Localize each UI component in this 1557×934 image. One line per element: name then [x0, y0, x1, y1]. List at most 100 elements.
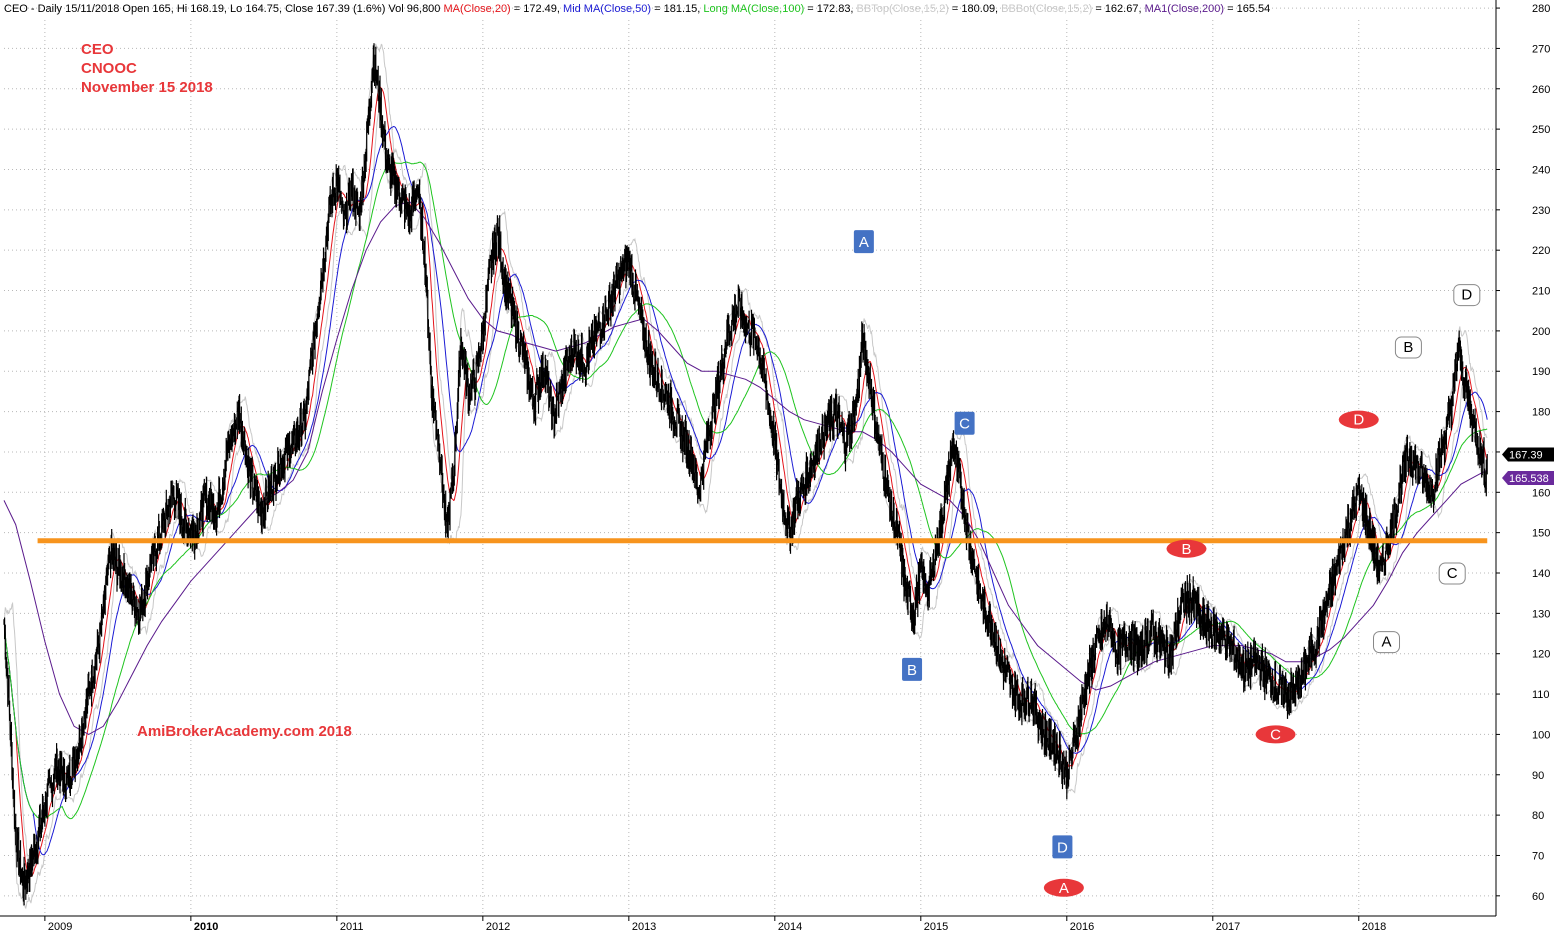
pattern-marker-blue-A: A [853, 230, 874, 254]
pattern-marker-red-A: A [1043, 878, 1084, 897]
x-tick-label-2016: 2016 [1070, 921, 1094, 933]
header-ma50-value: = 181.15, [651, 3, 703, 15]
marker-label: B [907, 662, 917, 679]
y-tick-label-250: 250 [1532, 124, 1550, 136]
y-tick-label-270: 270 [1532, 43, 1550, 55]
header-ma200-value: = 165.54 [1224, 3, 1270, 15]
y-tick-label-230: 230 [1532, 205, 1550, 217]
y-tick-label-280: 280 [1532, 3, 1550, 15]
marker-ellipse [1255, 725, 1296, 744]
marker-label: D [1461, 287, 1472, 304]
marker-box [853, 230, 874, 254]
header-bbbot-label: BBBot(Close,15,2) [1001, 3, 1092, 15]
y-tick-label-200: 200 [1532, 326, 1550, 338]
marker-label: A [859, 234, 869, 251]
header-bbtop-value: = 180.09, [949, 3, 1001, 15]
y-tick-label-240: 240 [1532, 164, 1550, 176]
x-tick-label-2013: 2013 [632, 921, 656, 933]
header-ma50-label: Mid MA(Close,50) [563, 3, 651, 15]
marker-box [1373, 631, 1401, 654]
y-tick-label-140: 140 [1532, 568, 1550, 580]
pattern-marker-white-D: D [1453, 284, 1481, 307]
price-bars [3, 43, 1488, 906]
bollinger-top-line [3, 43, 1488, 865]
y-tick-label-160: 160 [1532, 487, 1550, 499]
header-ma20-value: = 172.49, [511, 3, 563, 15]
x-tick-label-2009: 2009 [48, 921, 72, 933]
pattern-marker-white-C: C [1438, 562, 1466, 585]
marker-box [1438, 562, 1466, 585]
pattern-marker-blue-D: D [1052, 835, 1073, 859]
marker-box [1453, 284, 1481, 307]
x-tick-label-2012: 2012 [486, 921, 510, 933]
price-tag-shape [1502, 470, 1554, 485]
chart-header: CEO - Daily 15/11/2018 Open 165, Hi 168.… [4, 3, 1270, 15]
annotation-date: November 15 2018 [81, 79, 213, 96]
price-tag-shape [1502, 447, 1554, 462]
marker-label: D [1353, 412, 1364, 429]
y-tick-label-110: 110 [1532, 689, 1550, 701]
header-ma100-value: = 172.83, [804, 3, 856, 15]
marker-ellipse [1166, 539, 1207, 558]
y-tick-label-100: 100 [1532, 729, 1550, 741]
header-bbtop-label: BBTop(Close,15,2) [857, 3, 949, 15]
y-tick-label-210: 210 [1532, 286, 1550, 298]
x-tick-label-2014: 2014 [778, 921, 802, 933]
marker-label: D [1057, 839, 1068, 856]
y-tick-label-220: 220 [1532, 245, 1550, 257]
ma200-line [3, 201, 1488, 735]
pattern-marker-white-A: A [1373, 631, 1401, 654]
x-tick-label-2010: 2010 [194, 921, 218, 933]
pattern-markers: A B C D A B C D A B C D [853, 230, 1481, 897]
header-ohlc: CEO - Daily 15/11/2018 Open 165, Hi 168.… [4, 3, 443, 15]
y-tick-label-190: 190 [1532, 366, 1550, 378]
price-tag-label: 167.39 [1509, 449, 1543, 461]
y-tick-label-70: 70 [1532, 850, 1544, 862]
header-ma100-label: Long MA(Close,100) [703, 3, 804, 15]
x-tick-label-2011: 2011 [340, 921, 364, 933]
marker-label: C [959, 416, 970, 433]
price-tag-label: 165.538 [1509, 473, 1549, 485]
marker-label: A [1382, 634, 1392, 651]
marker-box [954, 411, 975, 435]
y-tick-label-80: 80 [1532, 810, 1544, 822]
marker-label: C [1447, 565, 1458, 582]
marker-label: B [1403, 339, 1413, 356]
marker-ellipse [1338, 410, 1379, 429]
y-tick-label-180: 180 [1532, 407, 1550, 419]
marker-box [902, 657, 923, 681]
marker-label: B [1181, 541, 1191, 558]
pattern-marker-blue-C: C [954, 411, 975, 435]
header-ma200-label: MA1(Close,200) [1145, 3, 1224, 15]
y-tick-label-150: 150 [1532, 528, 1550, 540]
y-tick-label-130: 130 [1532, 608, 1550, 620]
pattern-marker-red-D: D [1338, 410, 1379, 429]
y-tick-label-90: 90 [1532, 770, 1544, 782]
pattern-marker-white-B: B [1394, 336, 1422, 359]
price-tag-0: 167.39 [1502, 447, 1554, 462]
pattern-marker-red-C: C [1255, 725, 1296, 744]
watermark-text: AmiBrokerAcademy.com 2018 [137, 723, 352, 740]
header-ma20-label: MA(Close,20) [443, 3, 510, 15]
marker-label: C [1270, 726, 1281, 743]
annotation-symbol: CEO [81, 41, 114, 58]
x-tick-label-2018: 2018 [1362, 921, 1386, 933]
marker-ellipse [1043, 878, 1084, 897]
annotation-company: CNOOC [81, 60, 137, 77]
marker-box [1052, 835, 1073, 859]
marker-box [1394, 336, 1422, 359]
header-bbbot-value: = 162.67, [1092, 3, 1144, 15]
price-tag-1: 165.538 [1502, 470, 1554, 485]
y-tick-label-120: 120 [1532, 649, 1550, 661]
x-tick-label-2017: 2017 [1216, 921, 1240, 933]
y-tick-label-260: 260 [1532, 84, 1550, 96]
y-tick-label-60: 60 [1532, 891, 1544, 903]
pattern-marker-blue-B: B [902, 657, 923, 681]
x-tick-label-2015: 2015 [924, 921, 948, 933]
grid-layer [4, 7, 1496, 916]
marker-label: A [1059, 880, 1069, 897]
pattern-marker-red-B: B [1166, 539, 1207, 558]
